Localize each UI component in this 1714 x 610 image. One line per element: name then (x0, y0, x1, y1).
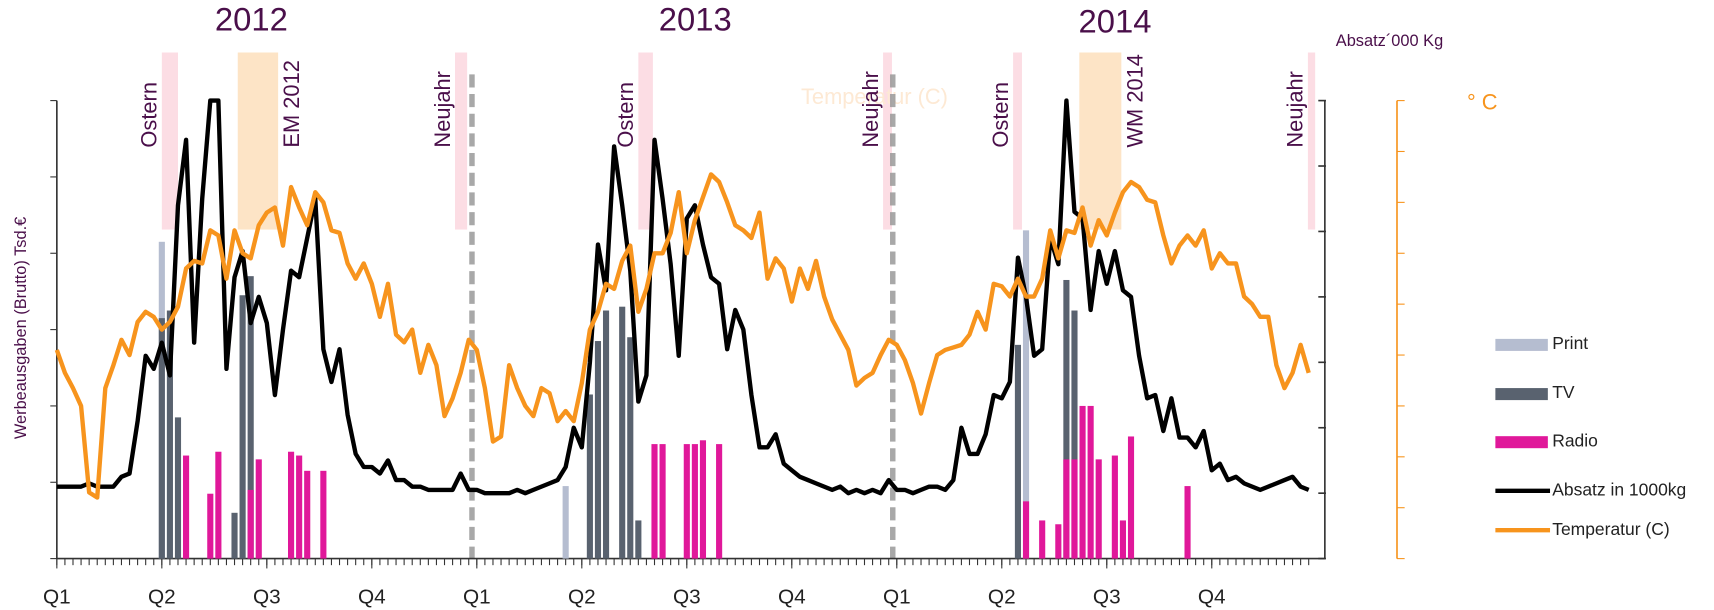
y-axis-label: Werbeausgaben (Brutto) Tsd.€ (12, 217, 30, 439)
bar (1022, 501, 1030, 559)
event-label: Neujahr (1283, 71, 1308, 148)
bar (586, 394, 593, 559)
event-label: Ostern (613, 82, 638, 148)
bar (247, 276, 254, 559)
year-label: 2014 (1079, 3, 1152, 40)
event-label: EM 2012 (279, 60, 304, 148)
bar (651, 444, 658, 559)
legend-swatch (1495, 388, 1548, 401)
event-band (883, 52, 892, 230)
bar (166, 310, 173, 559)
event-band (1307, 52, 1316, 230)
bar (1071, 459, 1078, 559)
event-label: Ostern (988, 82, 1013, 148)
bar (255, 459, 262, 559)
bar (287, 451, 295, 559)
line-series (54, 172, 1311, 500)
ghost-label: Temperatur (C) (801, 84, 948, 109)
bar (594, 341, 602, 559)
bar (699, 440, 707, 559)
legend-label: Absatz in 1000kg (1552, 479, 1686, 499)
bar (1079, 405, 1086, 559)
x-tick-label: Q4 (778, 585, 806, 608)
event-band (237, 52, 279, 230)
event-label: WM 2014 (1122, 54, 1147, 148)
bar (1055, 524, 1062, 559)
bar (1022, 230, 1030, 559)
bar (304, 470, 311, 559)
bar (158, 318, 165, 559)
legend-label: Temperatur (C) (1552, 519, 1669, 539)
event-band (638, 52, 653, 230)
bar (562, 486, 569, 559)
event-band (1013, 52, 1022, 230)
bar (231, 512, 238, 559)
legend-label: Print (1552, 333, 1588, 353)
bar (716, 444, 723, 559)
x-tick-label: Q3 (1093, 585, 1121, 608)
bar (296, 455, 303, 559)
x-tick-label: Q2 (988, 585, 1016, 608)
bar (1039, 520, 1046, 559)
bar (247, 489, 254, 559)
event-label: Ostern (137, 82, 162, 148)
bar (619, 306, 626, 559)
bar (1071, 310, 1078, 559)
x-tick-label: Q4 (358, 585, 386, 608)
x-tick-label: Q2 (148, 585, 176, 608)
x-tick-label: Q1 (43, 585, 71, 608)
bar (683, 444, 690, 559)
bar (691, 444, 698, 559)
bar (1184, 486, 1191, 559)
bar (1111, 455, 1118, 559)
bar (183, 455, 190, 559)
bar (215, 451, 222, 559)
event-band (161, 52, 178, 230)
bar (659, 444, 666, 559)
x-tick-label: Q2 (568, 585, 596, 608)
x-tick-label: Q3 (673, 585, 701, 608)
bar (1063, 279, 1070, 559)
year-label: 2013 (659, 1, 732, 38)
legend-swatch (1495, 436, 1548, 449)
event-layer (161, 52, 1316, 230)
bar (627, 337, 634, 559)
bar (1095, 459, 1102, 559)
legend-label: Radio (1552, 430, 1598, 450)
event-label: Neujahr (430, 71, 455, 148)
bar (602, 310, 610, 559)
event-band (1079, 52, 1122, 230)
bar (1014, 344, 1022, 559)
year-label: 2012 (215, 1, 288, 38)
line-series (56, 98, 1310, 496)
x-tick-label: Q3 (253, 585, 281, 608)
bar (1119, 520, 1127, 559)
bar (174, 417, 182, 559)
y3-axis-label: ° C (1467, 90, 1498, 115)
bar (239, 295, 246, 559)
bar (1063, 459, 1070, 559)
bar (320, 470, 327, 559)
bar (635, 520, 642, 559)
bar (1127, 436, 1135, 559)
y2-axis-label: Absatz´000 Kg (1336, 32, 1443, 50)
event-label: Neujahr (858, 71, 883, 148)
legend-swatch (1495, 338, 1548, 351)
bar (207, 493, 214, 559)
bar (1087, 405, 1094, 559)
legend-label: TV (1552, 382, 1575, 402)
x-tick-label: Q1 (463, 585, 491, 608)
x-tick-label: Q1 (883, 585, 911, 608)
x-tick-label: Q4 (1198, 585, 1226, 608)
event-band (455, 52, 468, 230)
